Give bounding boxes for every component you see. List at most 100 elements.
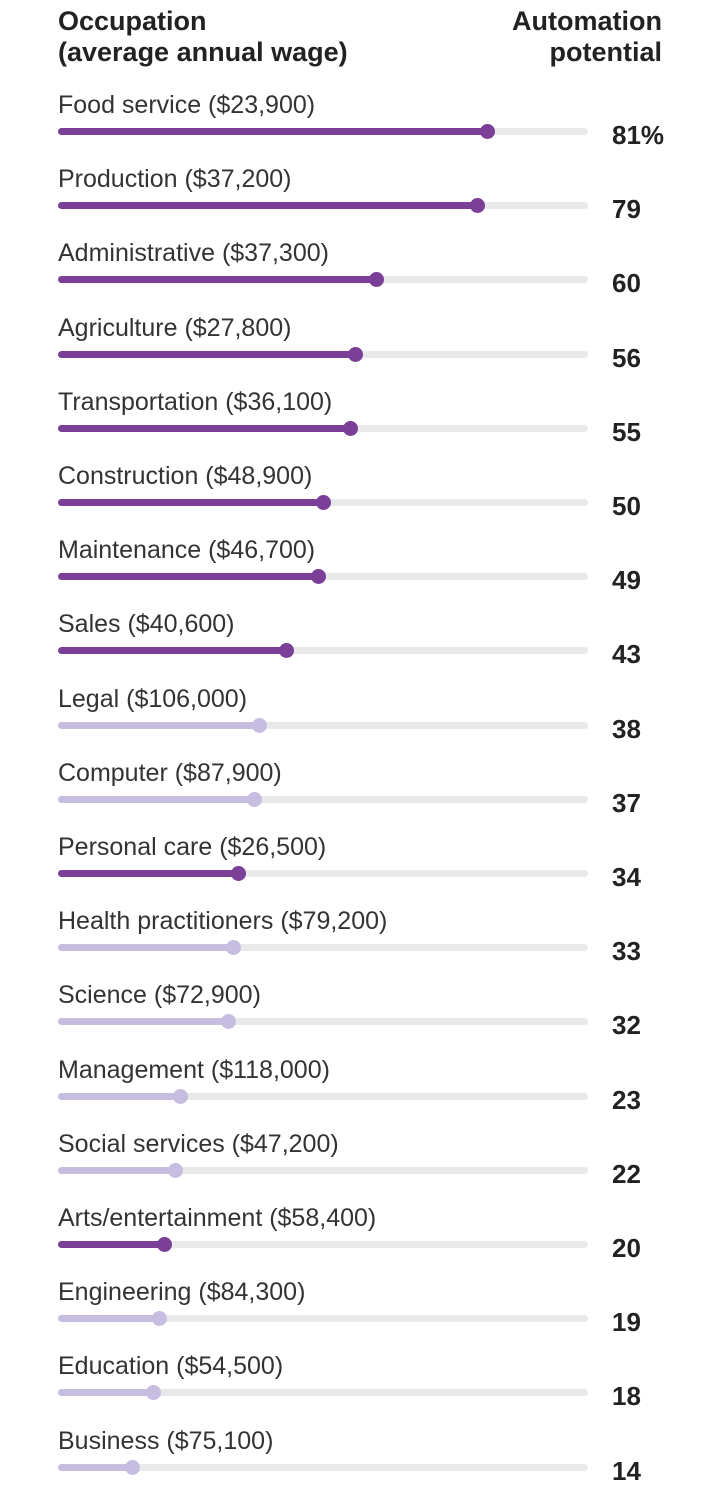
- bar-track: [58, 791, 588, 807]
- chart-row: Management ($118,000) 23: [0, 1055, 712, 1129]
- bar: [58, 350, 355, 358]
- category-label: Business ($75,100): [58, 1426, 274, 1455]
- category-label: Sales ($40,600): [58, 610, 235, 639]
- category-label: Construction ($48,900): [58, 462, 313, 490]
- category-label: Management ($118,000): [58, 1055, 330, 1084]
- value-label: 32: [612, 1010, 641, 1041]
- occupation-header: Occupation (average annual wage): [58, 6, 348, 68]
- category-label: Transportation ($36,100): [58, 387, 333, 416]
- chart-row: Arts/entertainment ($58,400) 20: [0, 1203, 712, 1277]
- value-label: 50: [612, 491, 641, 521]
- chart-row: Science ($72,900) 32: [0, 980, 712, 1054]
- bar-end-dot: [231, 866, 247, 881]
- bar: [58, 870, 239, 877]
- value-label: 19: [612, 1307, 641, 1338]
- chart-row: Agriculture ($27,800) 56: [0, 313, 712, 387]
- bar-end-dot: [469, 198, 485, 214]
- category-label: Computer ($87,900): [58, 758, 282, 787]
- bar-track: [58, 1088, 588, 1104]
- bar-track: [58, 1459, 588, 1475]
- bar: [58, 721, 260, 729]
- category-label: Engineering ($84,300): [58, 1278, 306, 1307]
- value-label: 20: [612, 1233, 641, 1263]
- value-label: 33: [612, 936, 641, 967]
- occupation-header-line2: (average annual wage): [58, 37, 348, 67]
- chart-row: Construction ($48,900) 50: [0, 461, 712, 535]
- value-label: 79: [612, 194, 641, 225]
- bar: [58, 1389, 154, 1397]
- bar: [58, 499, 323, 506]
- bar-end-dot: [172, 1088, 188, 1104]
- chart-row: Food service ($23,900) 81%: [0, 90, 712, 164]
- bar: [58, 944, 233, 952]
- value-label: 34: [612, 862, 641, 892]
- category-label: Personal care ($26,500): [58, 833, 327, 861]
- bar-end-dot: [125, 1459, 141, 1475]
- bar: [58, 647, 286, 655]
- bar-end-dot: [220, 1014, 236, 1030]
- bar-track: [58, 124, 588, 139]
- bar-end-dot: [310, 569, 326, 585]
- bar-end-dot: [347, 346, 363, 362]
- chart-row: Transportation ($36,100) 55: [0, 387, 712, 461]
- chart-row: Computer ($87,900) 37: [0, 758, 712, 832]
- value-label: 55: [612, 416, 641, 447]
- value-label: 23: [612, 1084, 641, 1115]
- chart-row: Social services ($47,200) 22: [0, 1129, 712, 1203]
- value-label: 22: [612, 1158, 641, 1189]
- bar-end-dot: [316, 495, 331, 510]
- category-label: Production ($37,200): [58, 165, 292, 194]
- bar: [58, 202, 477, 210]
- chart-row: Legal ($106,000) 38: [0, 684, 712, 758]
- automation-header-line2: potential: [549, 37, 663, 67]
- bar-track: [58, 717, 588, 733]
- category-label: Administrative ($37,300): [58, 239, 329, 268]
- chart-row: Sales ($40,600) 43: [0, 609, 712, 683]
- value-label: 18: [612, 1381, 641, 1412]
- chart-row: Engineering ($84,300) 19: [0, 1277, 712, 1351]
- bar-end-dot: [167, 1162, 183, 1178]
- bar-end-dot: [146, 1385, 162, 1401]
- category-label: Legal ($106,000): [58, 684, 248, 713]
- bar-track: [58, 346, 588, 362]
- chart-row: Personal care ($26,500) 34: [0, 832, 712, 906]
- category-label: Food service ($23,900): [58, 91, 316, 119]
- bar: [58, 276, 376, 284]
- bar-track: [58, 1237, 588, 1252]
- bar-track: [58, 495, 588, 510]
- bar-track: [58, 198, 588, 214]
- bar: [58, 795, 255, 803]
- bar: [58, 573, 318, 581]
- chart-row: Administrative ($37,300) 60: [0, 238, 712, 312]
- bar: [58, 1241, 164, 1248]
- chart-row: Health practitioners ($79,200) 33: [0, 906, 712, 980]
- bar-end-dot: [151, 1311, 167, 1327]
- bar-track: [58, 420, 588, 436]
- category-label: Health practitioners ($79,200): [58, 907, 388, 936]
- value-label: 49: [612, 565, 641, 596]
- category-label: Arts/entertainment ($58,400): [58, 1204, 377, 1232]
- category-label: Maintenance ($46,700): [58, 536, 316, 565]
- bar: [58, 1315, 159, 1323]
- bar-track: [58, 940, 588, 956]
- bar-track: [58, 643, 588, 659]
- bar-track: [58, 1014, 588, 1030]
- value-label: 14: [612, 1455, 641, 1486]
- bar-track: [58, 272, 588, 288]
- bar: [58, 1018, 228, 1026]
- bar-track: [58, 1162, 588, 1178]
- category-label: Science ($72,900): [58, 981, 261, 1010]
- category-label: Education ($54,500): [58, 1352, 284, 1381]
- bar-end-dot: [369, 272, 384, 288]
- automation-header: Automation potential: [512, 6, 662, 68]
- value-label: 56: [612, 342, 641, 373]
- value-label: 43: [612, 639, 641, 670]
- chart-row: Production ($37,200) 79: [0, 164, 712, 238]
- bar-end-dot: [157, 1237, 172, 1252]
- bar: [58, 1166, 175, 1174]
- bar-track: [58, 866, 588, 881]
- bar: [58, 128, 488, 135]
- bar-end-dot: [480, 124, 496, 139]
- category-label: Agriculture ($27,800): [58, 313, 292, 342]
- bar-track: [58, 1385, 588, 1401]
